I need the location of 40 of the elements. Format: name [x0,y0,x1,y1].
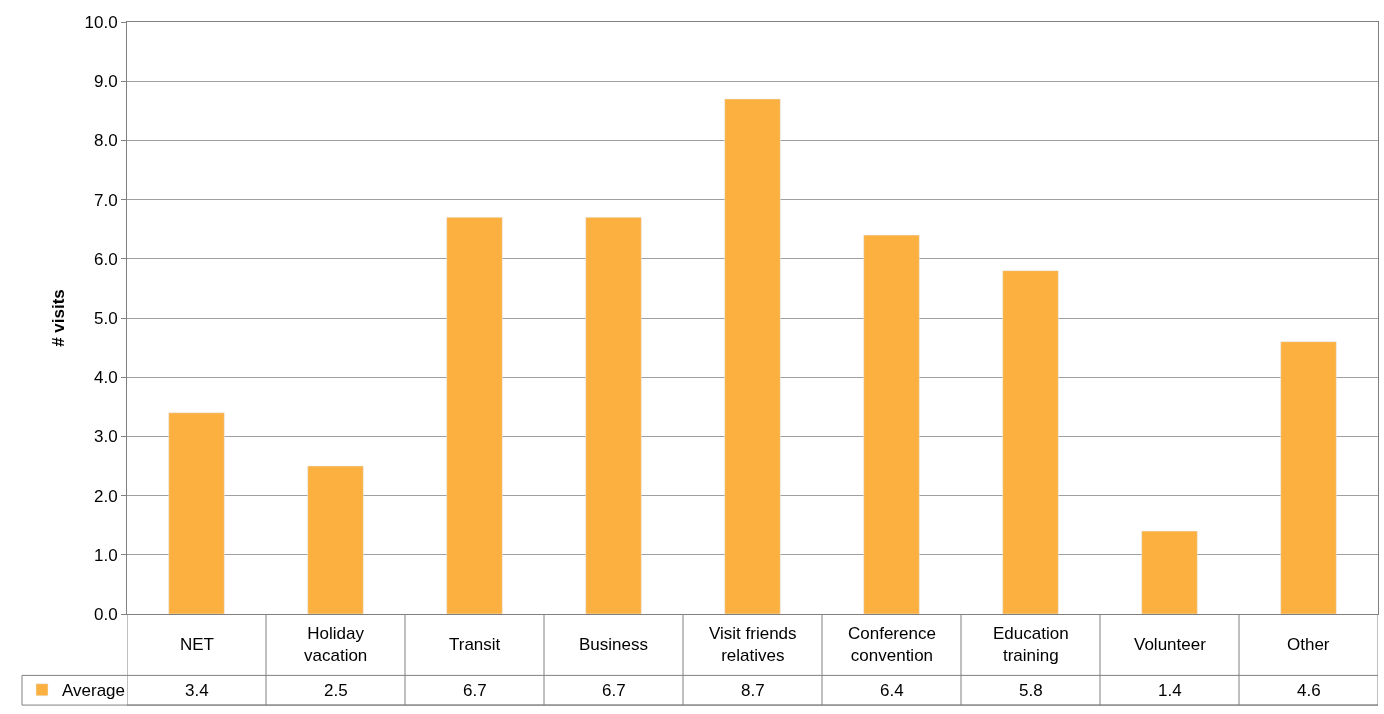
y-tick-label: 5.0 [93,308,118,328]
bar [585,217,642,614]
x-tick-label: Other [1287,635,1330,654]
x-tick-label: Conference convention [848,624,936,666]
bar [1280,341,1337,614]
x-tick-label: NET [180,635,214,654]
bar [863,234,920,614]
y-tick-label: 8.0 [93,131,118,151]
y-tick-label: 6.0 [93,249,118,269]
legend-label: Average [62,681,126,701]
y-tick-label: 4.0 [93,368,118,388]
data-label: 3.4 [185,681,209,700]
x-tick-label: Transit [449,635,501,654]
bar [168,412,225,614]
data-label: 8.7 [741,681,765,700]
bar [1141,530,1198,614]
y-axis-title: # visits [49,289,69,347]
data-label: 2.5 [324,681,348,700]
data-label: 6.7 [602,681,626,700]
bar [1002,270,1059,614]
x-tick-label: Visit friends relatives [709,624,797,666]
data-label: 1.4 [1158,681,1182,700]
y-tick-label: 0.0 [93,604,118,624]
x-tick-label: Volunteer [1134,635,1207,654]
y-tick-label: 10.0 [84,12,118,32]
x-tick-label: Education training [993,624,1069,666]
x-tick-label: Holiday vacation [304,624,368,666]
data-label: 4.6 [1297,681,1321,700]
x-tick-label: Business [579,635,648,654]
y-tick-label: 7.0 [93,190,118,210]
y-tick-label: 1.0 [93,545,118,565]
y-tick-label: 2.0 [93,486,118,506]
data-label: 6.7 [463,681,487,700]
data-label: 5.8 [1019,681,1043,700]
data-label: 6.4 [880,681,904,700]
bar [724,98,781,614]
y-tick-label: 9.0 [93,72,118,92]
bar [446,217,503,614]
bar [307,465,364,614]
y-tick-label: 3.0 [93,427,118,447]
